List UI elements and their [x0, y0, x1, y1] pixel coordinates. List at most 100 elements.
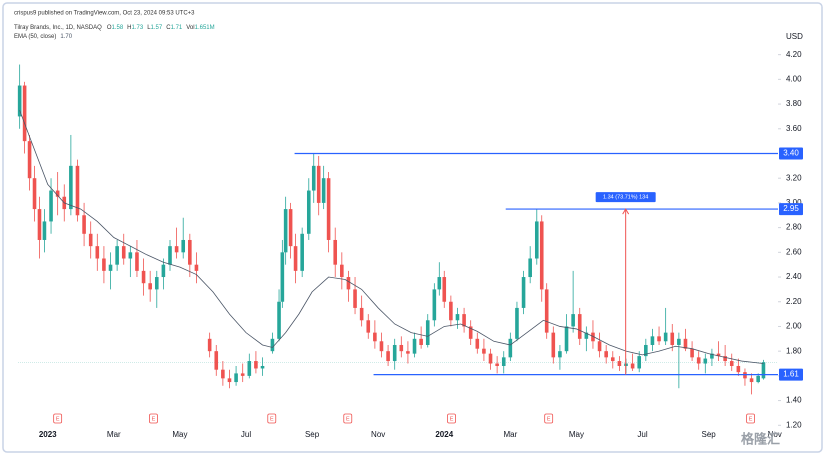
candle-body [270, 338, 275, 352]
ohlc-value: 1.71 [171, 25, 183, 31]
candle-body [95, 246, 100, 259]
candle-body [135, 252, 139, 271]
candle-body [161, 264, 166, 278]
candle-body [207, 338, 212, 352]
candle-body [584, 332, 589, 339]
candle-body [168, 246, 172, 265]
candle-body [115, 246, 119, 265]
plot: 1.201.401.601.802.002.202.402.602.803.00… [17, 50, 803, 439]
candle-body [353, 289, 357, 308]
candle-body [141, 270, 146, 284]
candle-body [326, 178, 331, 240]
earnings-label: E [152, 416, 156, 422]
candle-body [55, 190, 60, 197]
candle-body [449, 301, 453, 321]
ohlc-value: 1.57 [151, 25, 163, 31]
candle-body [610, 357, 615, 362]
earnings-marker [343, 413, 353, 424]
ema-name: EMA (50, close) [14, 34, 56, 40]
y-tick-label: 2.80 [786, 223, 802, 232]
level-tag [779, 368, 803, 381]
candle-body [214, 351, 219, 370]
candle-body [340, 264, 344, 278]
candle-body [306, 190, 311, 234]
candle-body [221, 369, 225, 379]
candle-body [316, 165, 321, 203]
candle-body [528, 258, 532, 278]
candle-body [657, 336, 661, 342]
ohlc-label: C [166, 25, 171, 31]
symbol: Tilray Brands, Inc., 1D, NASDAQ [14, 25, 102, 31]
candle-body [442, 277, 447, 302]
candle-body [32, 178, 37, 210]
y-tick-label: 2.00 [786, 322, 802, 331]
candle-body [188, 239, 192, 265]
candle-body [128, 252, 133, 259]
candle-body [373, 332, 377, 342]
published-note: crispus9 published on TradingView.com, O… [14, 11, 195, 17]
candle-body [280, 252, 285, 302]
candle-body [761, 362, 766, 379]
symbol-line: Tilray Brands, Inc., 1D, NASDAQ O1.58 H1.7… [14, 25, 215, 31]
x-tick-label: Jul [637, 430, 647, 439]
candle-body [663, 332, 668, 342]
candle-body [468, 326, 473, 339]
candle-body [293, 246, 298, 271]
earnings-label: E [547, 416, 551, 422]
candle-body [515, 307, 519, 339]
ohlc-label: H [127, 25, 131, 31]
candle-body [181, 239, 186, 253]
y-tick-label: 1.80 [786, 346, 802, 355]
candle-body [82, 215, 86, 234]
candle-body [617, 361, 622, 366]
x-tick-label: 2023 [39, 430, 57, 439]
candle-body [577, 314, 582, 339]
x-tick-label: Nov [768, 430, 782, 439]
candle-body [399, 344, 404, 352]
candle-body [723, 356, 727, 362]
candle-body [683, 338, 688, 349]
candle-body [501, 357, 506, 366]
ema-legend: EMA (50, close) 1.70 [14, 34, 73, 40]
earnings-marker [149, 413, 158, 424]
candle-body [597, 341, 602, 352]
candle-body [17, 85, 22, 117]
earnings-marker [746, 413, 755, 424]
earnings-label: E [56, 416, 60, 422]
ohlc-label: Vol [186, 25, 194, 31]
earnings-marker [267, 413, 277, 424]
candle-body [22, 85, 27, 142]
y-tick-label: 1.40 [786, 396, 802, 405]
x-tick-label: Jul [241, 430, 251, 439]
candle-body [254, 361, 258, 369]
y-tick-label: 2.40 [786, 272, 802, 281]
ohlc-label: O [107, 25, 112, 31]
candle-body [194, 264, 199, 271]
candle-body [75, 165, 80, 216]
candle-body [240, 373, 245, 376]
ohlc-label: L [147, 25, 151, 31]
y-tick-label: 2.20 [786, 297, 802, 306]
earnings-label: E [749, 416, 753, 422]
candle-body [462, 314, 466, 327]
candle-body [495, 363, 499, 366]
candle-body [88, 233, 93, 247]
candle-body [690, 348, 694, 358]
candle-body [696, 357, 701, 364]
candle-body [591, 332, 595, 342]
candle-body [227, 378, 232, 383]
measure-label: 1.34 (73.71%) 134 [603, 195, 648, 201]
level-tag [779, 147, 803, 160]
candle-body [148, 283, 152, 290]
candle-body [482, 348, 486, 354]
currency: USD [786, 32, 803, 41]
candle-body [475, 338, 480, 349]
earnings-label: E [346, 416, 350, 422]
candle-body [419, 338, 423, 345]
candle-body [551, 332, 556, 358]
x-tick-label: May [569, 430, 584, 439]
candle-body [644, 344, 648, 357]
candle-body [283, 209, 288, 253]
candle-body [716, 353, 721, 357]
candle-body [288, 209, 293, 247]
